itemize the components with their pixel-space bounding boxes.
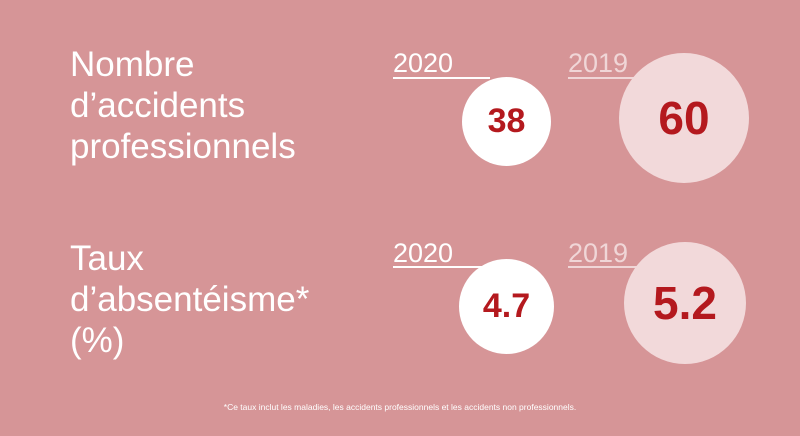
- year-label-2019: 2019: [568, 238, 628, 268]
- metric-label-accidents: Nombre d’accidents professionnels: [70, 44, 296, 167]
- year-label-2020: 2020: [393, 238, 453, 268]
- metric-label-line: Taux: [70, 238, 309, 279]
- metric-label-absenteeism: Taux d’absentéisme* (%): [70, 238, 309, 361]
- metric-label-line: professionnels: [70, 126, 296, 167]
- metric-label-line: (%): [70, 320, 309, 361]
- value-bubble-accidents-2020: 38: [462, 77, 551, 166]
- year-rule-2020: [393, 77, 490, 79]
- footnote: *Ce taux inclut les maladies, les accide…: [0, 402, 800, 412]
- year-label-2019: 2019: [568, 48, 628, 78]
- value-bubble-accidents-2019: 60: [619, 53, 749, 183]
- metric-label-line: d’absentéisme*: [70, 279, 309, 320]
- value-bubble-absenteeism-2020: 4.7: [459, 259, 554, 354]
- metric-label-line: d’accidents: [70, 85, 296, 126]
- year-label-2020: 2020: [393, 48, 453, 78]
- value-bubble-absenteeism-2019: 5.2: [624, 242, 746, 364]
- metric-label-line: Nombre: [70, 44, 296, 85]
- year-rule-2020: [393, 266, 490, 268]
